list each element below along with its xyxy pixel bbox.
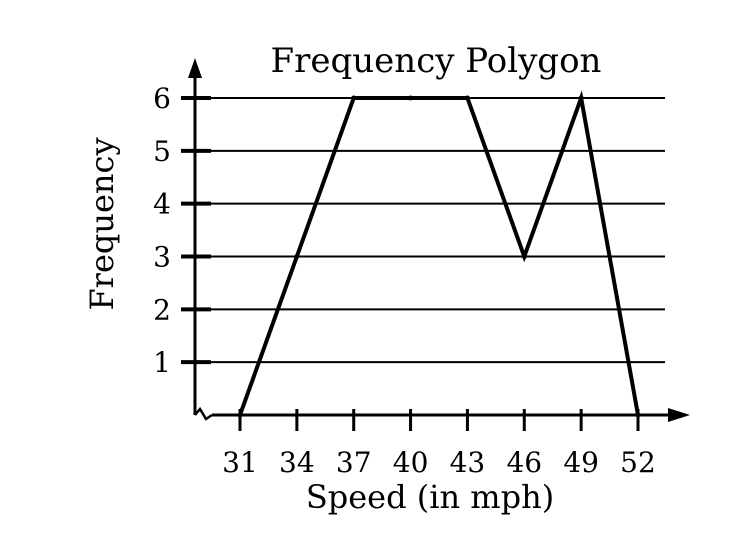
gridlines — [195, 97, 665, 364]
data-point-43 — [464, 95, 470, 101]
x-tick-label-46: 46 — [506, 446, 542, 479]
series-line-0 — [238, 90, 640, 416]
data-point-40 — [408, 95, 414, 101]
data-point-52 — [635, 412, 641, 418]
y-axis-arrow — [188, 58, 202, 78]
x-tick-label-40: 40 — [393, 446, 429, 479]
y-tick-label-1: 1 — [153, 346, 171, 379]
axes — [181, 58, 690, 431]
y-tick-label-4: 4 — [153, 188, 171, 221]
x-tick-label-31: 31 — [222, 446, 258, 479]
x-tick-label-52: 52 — [620, 446, 656, 479]
chart-title: Frequency Polygon — [271, 41, 602, 81]
x-tick-label-37: 37 — [336, 446, 372, 479]
x-tick-label-43: 43 — [450, 446, 486, 479]
data-point-31 — [237, 412, 243, 418]
y-tick-label-5: 5 — [153, 135, 171, 168]
y-tick-label-2: 2 — [153, 293, 171, 326]
series-layer — [237, 90, 641, 418]
x-axis-arrow — [668, 408, 690, 422]
data-point-34 — [294, 254, 300, 259]
y-tick-label-6: 6 — [153, 82, 171, 115]
data-point-46 — [521, 254, 527, 259]
data-point-37 — [351, 95, 357, 101]
x-axis-break — [194, 406, 213, 421]
x-tick-label-34: 34 — [279, 446, 315, 479]
x-axis-label: Speed (in mph) — [306, 478, 554, 516]
x-tick-label-49: 49 — [563, 446, 599, 479]
y-axis-label: Frequency — [83, 137, 121, 310]
data-point-49 — [578, 95, 584, 101]
y-tick-label-3: 3 — [153, 241, 171, 274]
